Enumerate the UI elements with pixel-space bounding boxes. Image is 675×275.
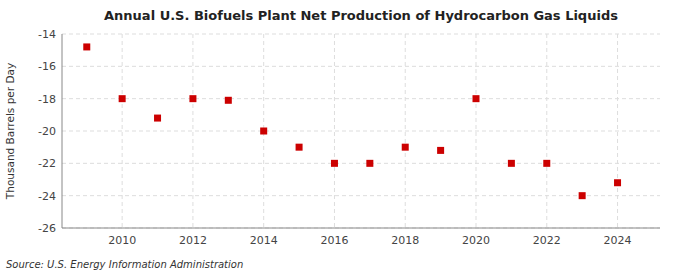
grid — [62, 34, 660, 228]
x-tick-label: 2020 — [462, 234, 490, 247]
chart: -26 -24 -22 -20 -18 -16 -14 2010 2012 2014 2016 201… — [0, 0, 675, 275]
point — [83, 43, 90, 50]
y-tick-label: -26 — [38, 222, 56, 235]
x-tick-label: 2016 — [320, 234, 348, 247]
x-axis-line — [62, 228, 660, 229]
points — [83, 43, 621, 199]
y-grid-line — [62, 163, 660, 164]
x-grid-line — [334, 34, 335, 228]
y-grid-line — [62, 228, 660, 229]
point — [508, 160, 515, 167]
x-grid-line — [405, 34, 406, 228]
point — [225, 97, 232, 104]
x-tick-label: 2018 — [391, 234, 419, 247]
point — [189, 95, 196, 102]
page: {"chart_data": {"type": "scatter", "titl… — [0, 0, 675, 275]
y-grid-line — [62, 195, 660, 196]
x-tick-label: 2022 — [533, 234, 561, 247]
y-tick-label: -24 — [38, 190, 56, 203]
point — [437, 147, 444, 154]
x-grid-line — [192, 34, 193, 228]
point — [331, 160, 338, 167]
point — [366, 160, 373, 167]
point — [614, 179, 621, 186]
x-grid-line — [617, 34, 618, 228]
x-grid-line — [546, 34, 547, 228]
point — [119, 95, 126, 102]
point — [473, 95, 480, 102]
x-tick-label: 2012 — [179, 234, 207, 247]
title: Annual U.S. Biofuels Plant Net Productio… — [104, 8, 618, 23]
y-grid-line — [62, 34, 660, 35]
point — [543, 160, 550, 167]
x-tick-label: 2014 — [250, 234, 278, 247]
y-axis-line — [62, 34, 63, 228]
y-grid-line — [62, 131, 660, 132]
y-tick-label: -14 — [38, 28, 56, 41]
point — [296, 144, 303, 151]
y-axis-label: Thousand Barrels per Day — [4, 63, 16, 200]
x-tick-label: 2024 — [604, 234, 632, 247]
y-tick-label: -18 — [38, 93, 56, 106]
x-grid-line — [122, 34, 123, 228]
point — [154, 115, 161, 122]
y-tick-label: -16 — [38, 60, 56, 73]
x-grid-line — [476, 34, 477, 228]
y-grid-line — [62, 98, 660, 99]
point — [579, 192, 586, 199]
y-tick-label: -22 — [38, 157, 56, 170]
point — [260, 128, 267, 135]
source: Source: U.S. Energy Information Administ… — [6, 259, 243, 270]
point — [402, 144, 409, 151]
y-tick-label: -20 — [38, 125, 56, 138]
y-grid-line — [62, 66, 660, 67]
x-tick-label: 2010 — [108, 234, 136, 247]
